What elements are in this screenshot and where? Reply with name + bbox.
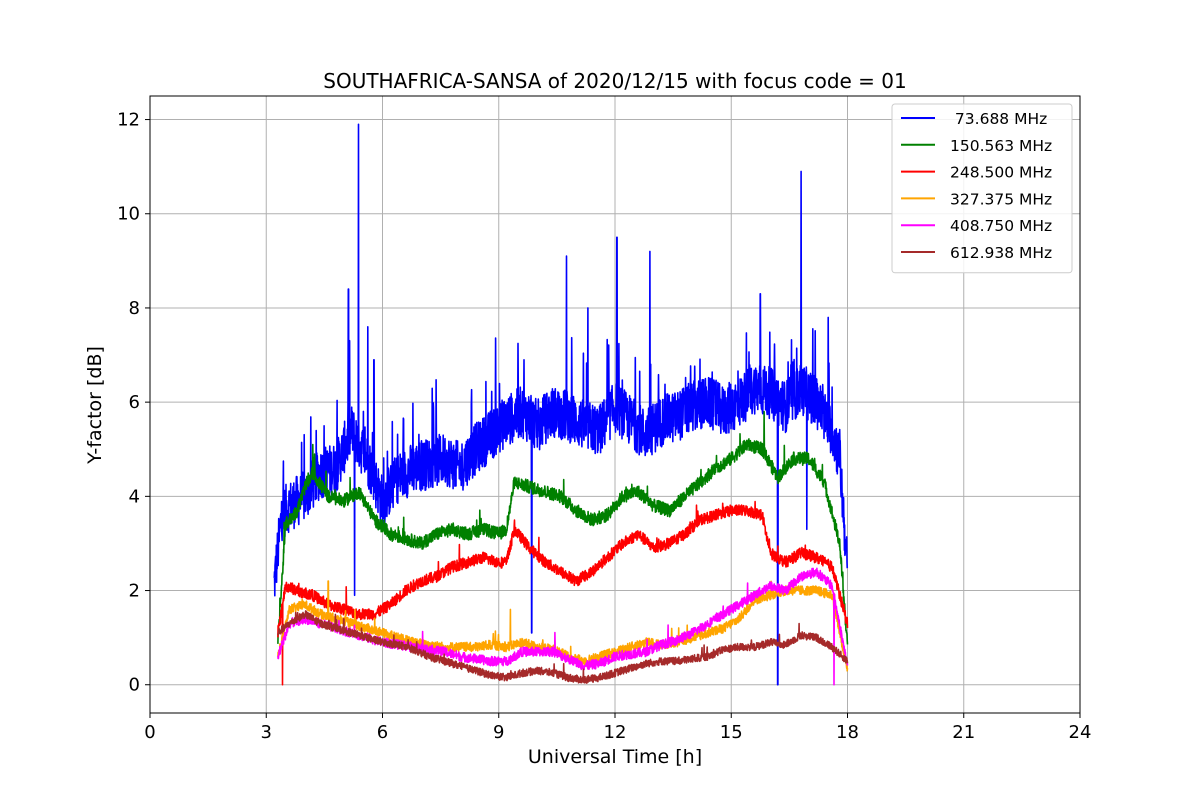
x-tick-label: 15 — [720, 722, 743, 743]
series-line — [277, 610, 849, 685]
series-layer — [273, 123, 849, 686]
legend-entry: 73.688 MHz — [950, 110, 1047, 128]
legend-entry: 327.375 MHz — [950, 190, 1052, 208]
x-tick-label: 3 — [261, 722, 272, 743]
y-axis-title: Y-factor [dB] — [84, 346, 106, 465]
y-tick-label: 6 — [129, 392, 140, 413]
series-line — [273, 123, 849, 686]
x-axis-title: Universal Time [h] — [528, 746, 702, 768]
x-tick-label: 9 — [493, 722, 504, 743]
x-tick-label: 0 — [144, 722, 155, 743]
series-line — [277, 410, 849, 645]
chart-title: SOUTHAFRICA-SANSA of 2020/12/15 with foc… — [323, 69, 907, 93]
y-tick-label: 8 — [129, 298, 140, 319]
y-tick-label: 2 — [129, 581, 140, 602]
y-tick-label: 0 — [129, 675, 140, 696]
x-tick-label: 12 — [604, 722, 627, 743]
x-tick-label: 6 — [377, 722, 388, 743]
y-tick-label: 10 — [117, 204, 140, 225]
y-tick-label: 4 — [129, 486, 140, 507]
legend-entry: 408.750 MHz — [950, 217, 1052, 235]
y-tick-label: 12 — [117, 110, 140, 131]
legend-entry: 612.938 MHz — [950, 244, 1052, 262]
x-tick-label: 18 — [836, 722, 859, 743]
x-tick-label: 24 — [1069, 722, 1092, 743]
legend: 73.688 MHz 150.563 MHz 248.500 MHz 327.375 … — [891, 103, 1073, 274]
x-tick-label: 21 — [952, 722, 975, 743]
series-line — [277, 580, 849, 672]
legend-entry: 248.500 MHz — [950, 164, 1052, 182]
legend-entry: 150.563 MHz — [950, 137, 1052, 155]
series-line — [277, 500, 849, 686]
series-line — [277, 567, 849, 686]
legend-frame — [891, 103, 1073, 274]
